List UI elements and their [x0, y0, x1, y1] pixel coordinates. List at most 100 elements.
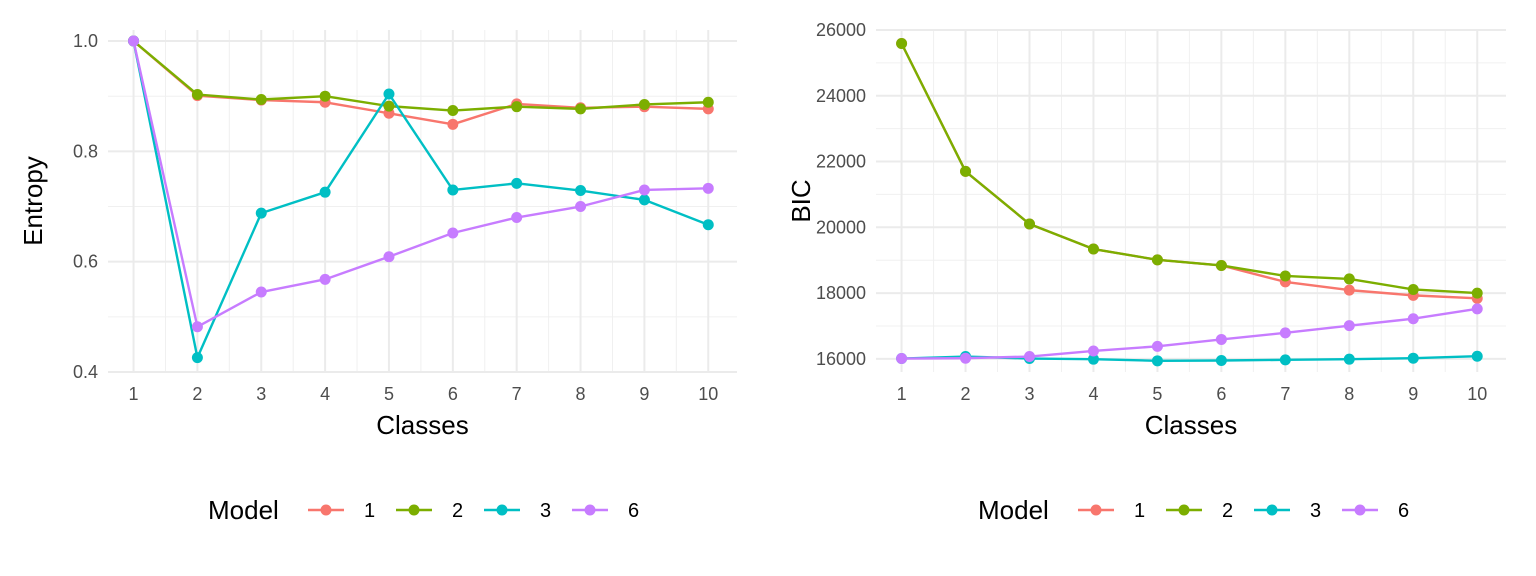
series-2-point — [575, 103, 587, 115]
x-tick-label: 8 — [576, 384, 586, 404]
series-6-point — [960, 352, 972, 364]
series-6-point — [319, 273, 331, 285]
series-6-point — [1471, 303, 1483, 315]
legend-label: 3 — [1310, 500, 1321, 522]
series-3-point — [1471, 350, 1483, 362]
entropy-panel: 1 2 3 4 5 6 7 8 9 10 0.4 0.6 0.8 1.0 Classes Entropy — [18, 30, 737, 440]
series-2-point — [1024, 218, 1036, 230]
x-tick-label: 4 — [320, 384, 330, 404]
series-2-point — [191, 89, 203, 101]
series-2-point — [319, 90, 331, 102]
series-2-point — [255, 94, 267, 106]
series-3-line — [132, 40, 709, 359]
legend-key-point — [320, 504, 332, 516]
x-tick-label: 10 — [1467, 384, 1487, 404]
y-tick-label: 22000 — [816, 152, 866, 172]
series-6-point — [575, 201, 587, 213]
x-tick-label: 3 — [1024, 384, 1034, 404]
series-6-point — [896, 353, 908, 365]
series-6-point — [383, 251, 395, 263]
series-6-point — [1343, 320, 1355, 332]
series-3-point — [191, 352, 203, 364]
series-3-point — [319, 186, 331, 198]
series-6-point — [702, 182, 714, 194]
series-6-point — [1407, 313, 1419, 325]
series-3-point — [1343, 353, 1355, 365]
legend-key-point — [1090, 504, 1102, 516]
y-tick-label: 16000 — [816, 349, 866, 369]
y-tick-label: 18000 — [816, 283, 866, 303]
series-2-point — [1087, 243, 1099, 255]
y-tick-label: 0.8 — [73, 141, 98, 161]
series-6-point — [638, 184, 650, 196]
series-2-point — [1279, 270, 1291, 282]
y-tick-label: 0.6 — [73, 252, 98, 272]
x-axis-title: Classes — [376, 410, 468, 440]
legend-label: 6 — [1398, 500, 1409, 522]
x-tick-label: 4 — [1088, 384, 1098, 404]
series-6-point — [1024, 351, 1036, 363]
series-6-point — [1279, 327, 1291, 339]
series-2-point — [960, 165, 972, 177]
series-1-point — [447, 118, 459, 130]
series-2-line — [132, 40, 709, 112]
series-2-point — [702, 96, 714, 108]
series-2-point — [896, 37, 908, 49]
legend-label: 2 — [1222, 500, 1233, 522]
series-6-point — [128, 35, 140, 47]
series-2-point — [1215, 259, 1227, 271]
series-6-point — [447, 227, 459, 239]
y-axis-title: BIC — [786, 179, 816, 222]
series-6-point — [1151, 340, 1163, 352]
x-tick-label: 2 — [192, 384, 202, 404]
legend-label: 6 — [628, 500, 639, 522]
legend-key-point — [496, 504, 508, 516]
series-6-point — [511, 212, 523, 224]
series-2-point — [1151, 254, 1163, 266]
legend-title: Model — [978, 495, 1049, 525]
bic-legend: Model 1 2 3 6 — [978, 495, 1409, 525]
series-3-point — [638, 194, 650, 206]
x-tick-label: 5 — [384, 384, 394, 404]
x-tick-label: 9 — [1408, 384, 1418, 404]
series-3-point — [511, 177, 523, 189]
series-3-point — [383, 88, 395, 100]
x-axis-title: Classes — [1145, 410, 1237, 440]
series-6-line — [132, 40, 709, 328]
legend-key-point — [584, 504, 596, 516]
x-tick-label: 1 — [897, 384, 907, 404]
series-6-point — [1087, 345, 1099, 357]
series-2-point — [1407, 283, 1419, 295]
series-2-point — [1471, 287, 1483, 299]
series-1-point — [1343, 284, 1355, 296]
series-3-point — [1407, 352, 1419, 364]
entropy-legend: Model 1 2 3 6 — [208, 495, 639, 525]
legend-label: 2 — [452, 500, 463, 522]
series-6-line — [901, 307, 1478, 360]
x-tick-label: 8 — [1344, 384, 1354, 404]
series-3-point — [1151, 355, 1163, 367]
legend-key-point — [1266, 504, 1278, 516]
legend-key-point — [408, 504, 420, 516]
x-tick-label: 3 — [256, 384, 266, 404]
x-tick-label: 7 — [512, 384, 522, 404]
x-tick-label: 9 — [639, 384, 649, 404]
series-6-point — [255, 286, 267, 298]
legend-label: 1 — [364, 500, 375, 522]
legend-key-point — [1178, 504, 1190, 516]
bic-panel: 1 2 3 4 5 6 7 8 9 10 16000 18000 20000 22000 24000 2600… — [786, 20, 1506, 440]
series-2-point — [511, 101, 523, 113]
legend-label: 1 — [1134, 500, 1145, 522]
series-6-point — [1215, 333, 1227, 345]
series-3-point — [575, 185, 587, 197]
series-3-point — [1087, 353, 1099, 365]
x-tick-label: 6 — [448, 384, 458, 404]
y-tick-label: 20000 — [816, 217, 866, 237]
series-3-point — [1279, 354, 1291, 366]
legend-label: 3 — [540, 500, 551, 522]
legend-title: Model — [208, 495, 279, 525]
series-2-line — [900, 42, 1478, 295]
x-tick-label: 5 — [1152, 384, 1162, 404]
y-tick-label: 26000 — [816, 20, 866, 40]
